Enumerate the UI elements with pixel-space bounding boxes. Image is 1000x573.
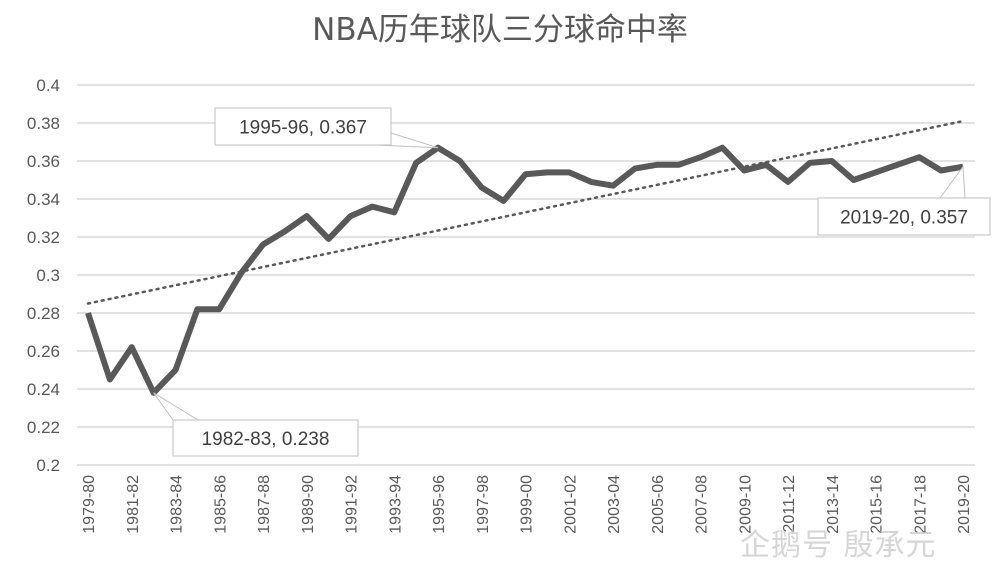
data-label-box: [172, 419, 359, 457]
x-tick-label: 1985-86: [212, 475, 229, 534]
x-tick-label: 2003-04: [606, 475, 623, 534]
data-label: 1995-96, 0.367: [239, 118, 367, 139]
y-tick-label: 0.28: [27, 304, 60, 323]
x-tick-label: 1979-80: [81, 475, 98, 534]
data-label-box: [214, 107, 392, 146]
x-tick-label: 2017-18: [912, 475, 929, 534]
watermark: 企鹅号 殷承元: [740, 528, 937, 563]
chart-title: NBA历年球队三分球命中率: [312, 12, 688, 48]
y-tick-label: 0.4: [36, 76, 60, 95]
y-tick-label: 0.22: [27, 418, 60, 437]
y-tick-label: 0.36: [27, 152, 60, 171]
annotation-leader: [153, 392, 200, 421]
y-tick-label: 0.24: [27, 380, 60, 399]
x-tick-label: 2001-02: [562, 475, 579, 534]
x-tick-label: 1995-96: [431, 475, 448, 534]
data-label-box: [817, 197, 991, 236]
x-tick-label: 2007-08: [694, 475, 711, 534]
trendline: [86, 119, 965, 305]
y-tick-label: 0.38: [27, 114, 60, 133]
x-tick-label: 1987-88: [256, 475, 273, 534]
x-tick-label: 2013-14: [825, 475, 842, 534]
x-tick-label: 1989-90: [300, 475, 317, 534]
x-tick-label: 2011-12: [781, 475, 798, 533]
x-tick-label: 1999-00: [519, 475, 536, 534]
x-tick-label: 2005-06: [650, 475, 667, 534]
y-tick-label: 0.3: [36, 266, 60, 285]
x-tick-label: 2019-20: [956, 475, 973, 534]
x-tick-label: 1991-92: [344, 475, 361, 534]
x-tick-label: 2009-10: [737, 475, 754, 534]
y-tick-label: 0.32: [27, 228, 60, 247]
y-tick-label: 0.2: [36, 456, 60, 475]
x-tick-label: 2015-16: [869, 475, 886, 534]
x-tick-label: 1993-94: [387, 475, 404, 534]
x-tick-label: 1981-82: [125, 475, 142, 534]
x-tick-label: 1983-84: [169, 475, 186, 534]
data-label: 2019-20, 0.357: [840, 208, 968, 229]
x-tick-label: 1997-98: [475, 475, 492, 534]
y-tick-label: 0.34: [27, 190, 60, 209]
series-line: [85, 144, 964, 396]
y-tick-label: 0.26: [27, 342, 60, 361]
data-label: 1982-83, 0.238: [202, 429, 330, 450]
